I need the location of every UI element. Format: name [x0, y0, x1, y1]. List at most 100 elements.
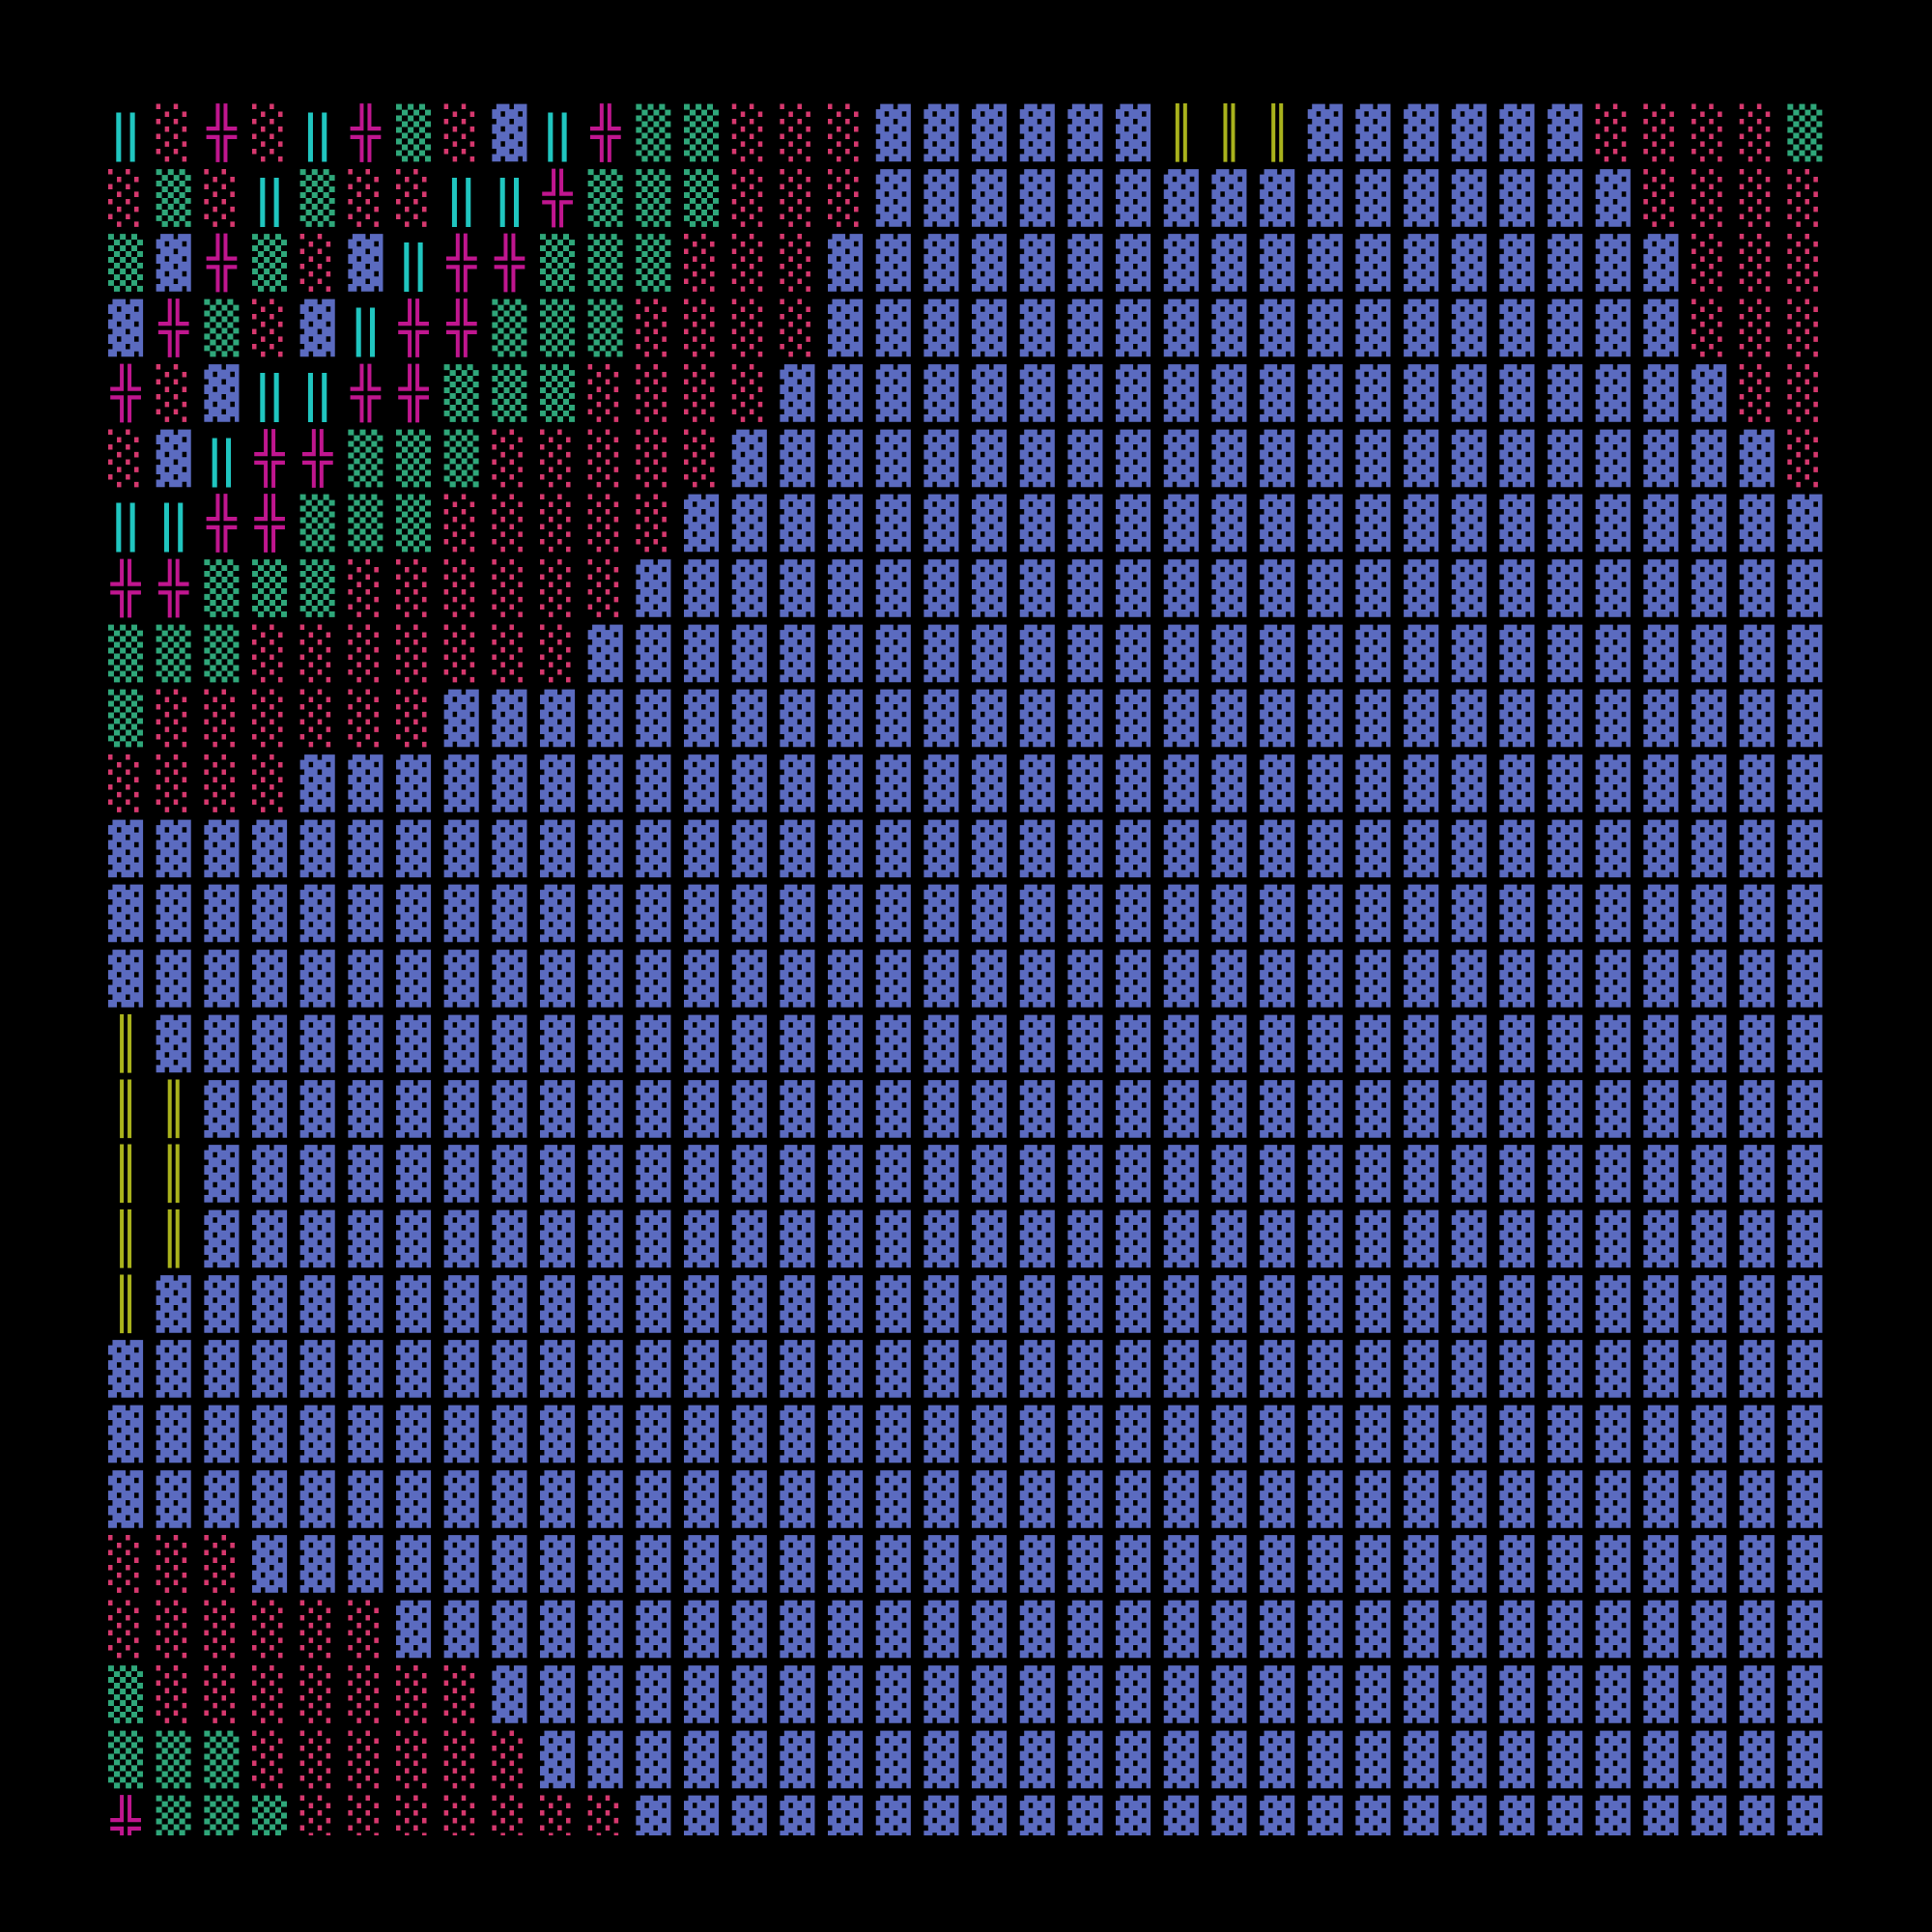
cell: ▓	[1740, 1664, 1775, 1723]
cell: ▓	[252, 1079, 287, 1138]
cell: ░	[588, 363, 623, 422]
cell: ▓	[923, 1600, 958, 1659]
cell: ▓	[1020, 1145, 1055, 1204]
cell: ▓	[876, 234, 911, 293]
cell: ▓	[876, 103, 911, 162]
cell: ▓	[492, 1664, 526, 1723]
cell: ░	[636, 363, 670, 422]
cell: ░	[1740, 234, 1775, 293]
cell: ▓	[1355, 494, 1390, 553]
cell: ▓	[1740, 1469, 1775, 1528]
cell: ╬	[589, 103, 620, 162]
cell: ▓	[732, 1405, 767, 1463]
cell: ▓	[1404, 1535, 1438, 1594]
cell: ▓	[1164, 1730, 1199, 1789]
cell: ▓	[1116, 1274, 1151, 1333]
cell: ▓	[828, 1795, 863, 1854]
cell: ░	[636, 494, 670, 553]
cell: ▓	[1164, 1274, 1199, 1333]
cell: ▓	[204, 1469, 239, 1528]
cell: ▓	[1740, 1209, 1775, 1268]
cell: ▓	[108, 819, 143, 878]
cell: ▒	[204, 624, 239, 683]
cell: ▓	[972, 1535, 1007, 1594]
cell: ▓	[492, 1145, 526, 1204]
cell: ▓	[108, 1340, 143, 1399]
cell: ░	[588, 429, 623, 488]
cell: ░	[684, 429, 719, 488]
cell: ▓	[780, 1209, 814, 1268]
cell: ▓	[828, 884, 863, 943]
cell: ▓	[1355, 1274, 1390, 1333]
cell: ░	[1787, 234, 1822, 293]
cell: ▓	[1596, 363, 1631, 422]
cell: ▒	[636, 168, 670, 227]
cell: ‖	[252, 170, 287, 227]
cell: ▓	[1116, 494, 1151, 553]
cell: ▓	[1643, 429, 1678, 488]
cell: ╬	[398, 298, 429, 357]
cell: ▓	[923, 1795, 958, 1854]
cell: ▓	[492, 1600, 526, 1659]
cell: ║	[111, 1209, 141, 1268]
cell: ▓	[684, 884, 719, 943]
cell: ░	[780, 168, 814, 227]
cell: ▒	[156, 624, 191, 683]
cell: ▓	[636, 1730, 670, 1789]
cell: ▓	[1355, 1340, 1390, 1399]
cell: ░	[396, 689, 431, 748]
cell: ▓	[1260, 689, 1294, 748]
cell: ▓	[540, 754, 575, 813]
cell: ▓	[1787, 754, 1822, 813]
cell: ▓	[492, 884, 526, 943]
cell: ▓	[1020, 103, 1055, 162]
cell: ▓	[828, 234, 863, 293]
cell: ▓	[1164, 1535, 1199, 1594]
cell: ▓	[588, 1014, 623, 1073]
cell: ▓	[923, 1664, 958, 1723]
cell: ▓	[444, 1079, 479, 1138]
cell: ░	[492, 1795, 526, 1854]
cell: ▓	[972, 1079, 1007, 1138]
cell: ▓	[876, 1469, 911, 1528]
cell: ░	[684, 363, 719, 422]
cell: ▓	[396, 1469, 431, 1528]
cell: ▓	[1211, 884, 1246, 943]
cell: ▓	[828, 1535, 863, 1594]
cell: ║	[1214, 103, 1244, 162]
cell: ▓	[396, 1405, 431, 1463]
cell: ░	[300, 624, 335, 683]
cell: ▓	[1067, 1730, 1102, 1789]
cell: ▓	[1404, 1664, 1438, 1723]
cell: ▓	[1787, 1145, 1822, 1204]
cell: ▓	[684, 1795, 719, 1854]
cell: ▒	[348, 494, 383, 553]
cell: ░	[492, 429, 526, 488]
cell: ░	[156, 363, 191, 422]
cell: ▓	[1548, 103, 1582, 162]
cell: ▓	[348, 1274, 383, 1333]
cell: ▓	[1164, 429, 1199, 488]
cell: ‖	[156, 496, 191, 553]
cell: ▓	[1404, 1600, 1438, 1659]
cell: ▓	[1308, 558, 1343, 617]
cell: ▓	[1211, 1145, 1246, 1204]
cell: ░	[780, 298, 814, 357]
cell: ▓	[1067, 689, 1102, 748]
cell: ▓	[1643, 1145, 1678, 1204]
cell: ▓	[1452, 689, 1487, 748]
cell: ▓	[396, 884, 431, 943]
cell: ▓	[588, 1340, 623, 1399]
cell: ▓	[1691, 1145, 1726, 1204]
cell: ▓	[1548, 234, 1582, 293]
cell: ▓	[1067, 1664, 1102, 1723]
cell: ▓	[780, 1795, 814, 1854]
cell: ▓	[300, 1469, 335, 1528]
cell: ▓	[1740, 1600, 1775, 1659]
cell: ▓	[1260, 1469, 1294, 1528]
cell: ▓	[876, 429, 911, 488]
cell: ▓	[636, 1014, 670, 1073]
cell: ▓	[1643, 1014, 1678, 1073]
cell: ▓	[348, 950, 383, 1009]
